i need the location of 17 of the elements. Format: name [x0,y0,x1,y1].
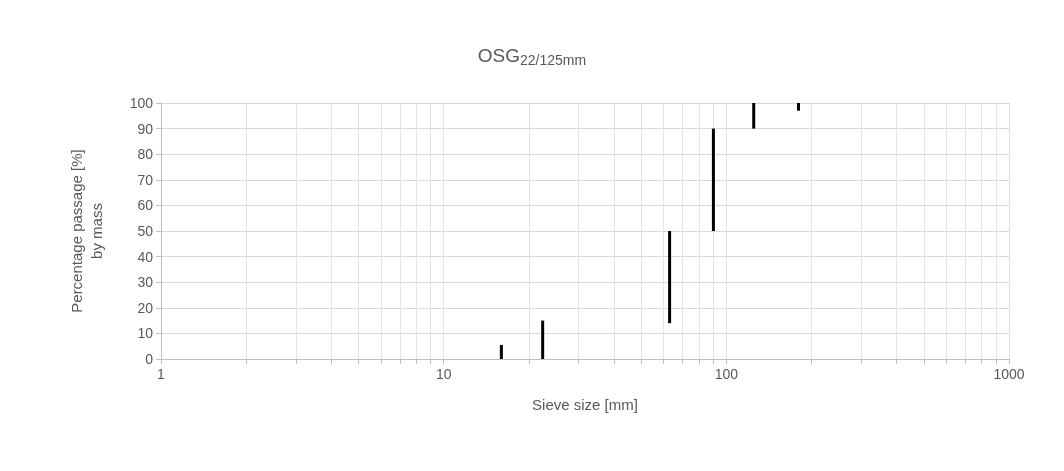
y-tick-label: 100 [129,95,154,111]
y-axis-title: Percentage passage [%] by mass [67,149,105,313]
x-tick-label: 1 [157,366,166,382]
y-tick-label: 60 [137,197,154,214]
y-tick-label: 20 [137,299,154,316]
y-tick-label: 80 [137,146,154,163]
x-tick-label: 1000 [993,366,1025,382]
y-tick-label: 90 [137,120,154,137]
x-tick-label: 10 [435,366,452,382]
y-tick-label: 30 [137,274,154,291]
y-tick-label: 40 [137,248,154,265]
x-axis-title: Sieve size [mm] [532,396,638,413]
y-tick-label: 0 [145,351,154,367]
x-tick-label: 100 [714,366,739,382]
y-tick-label: 70 [137,171,154,188]
y-tick-label: 50 [137,223,154,239]
y-tick-label: 10 [137,325,154,342]
